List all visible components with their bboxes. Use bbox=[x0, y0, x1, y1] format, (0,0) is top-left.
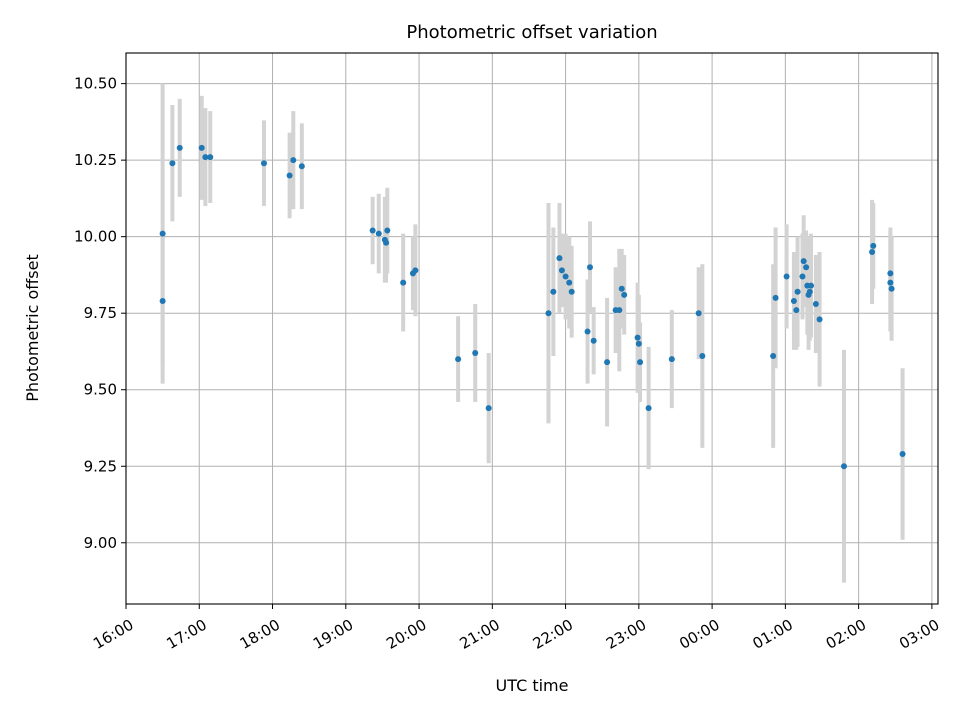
data-point bbox=[794, 288, 801, 295]
data-point bbox=[159, 230, 166, 237]
data-point bbox=[816, 316, 823, 323]
data-point bbox=[668, 356, 675, 363]
y-tick-label: 9.25 bbox=[84, 457, 117, 475]
data-point bbox=[616, 307, 623, 314]
data-point bbox=[887, 270, 894, 277]
data-point bbox=[899, 451, 906, 458]
data-point bbox=[375, 230, 382, 237]
y-tick-label: 9.75 bbox=[84, 304, 117, 322]
data-point bbox=[198, 144, 205, 151]
data-point bbox=[169, 160, 176, 167]
data-point bbox=[772, 294, 779, 301]
data-point bbox=[793, 307, 800, 314]
data-point bbox=[621, 291, 628, 298]
data-point bbox=[286, 172, 293, 179]
data-point bbox=[604, 359, 611, 366]
plot-area bbox=[126, 53, 938, 604]
data-point bbox=[485, 405, 492, 412]
data-point bbox=[176, 144, 183, 151]
data-point bbox=[455, 356, 462, 363]
x-axis-label: UTC time bbox=[496, 676, 569, 695]
data-point bbox=[400, 279, 407, 286]
data-point bbox=[840, 463, 847, 470]
data-point bbox=[800, 258, 807, 265]
y-tick-label: 10.50 bbox=[74, 75, 117, 93]
data-point bbox=[770, 353, 777, 360]
chart-title: Photometric offset variation bbox=[406, 22, 657, 43]
data-point bbox=[618, 285, 625, 292]
data-point bbox=[369, 227, 376, 234]
data-point bbox=[472, 349, 479, 356]
y-tick-label: 9.50 bbox=[84, 381, 117, 399]
data-point bbox=[888, 285, 895, 292]
data-point bbox=[383, 239, 390, 246]
plot-frame bbox=[125, 52, 939, 605]
data-point bbox=[384, 227, 391, 234]
data-point bbox=[568, 288, 575, 295]
data-point bbox=[550, 288, 557, 295]
data-point bbox=[645, 405, 652, 412]
data-point bbox=[808, 282, 815, 289]
y-tick-label: 10.00 bbox=[74, 228, 117, 246]
data-point bbox=[887, 279, 894, 286]
data-point bbox=[207, 154, 214, 161]
data-point bbox=[290, 157, 297, 164]
data-point bbox=[870, 242, 877, 249]
data-point bbox=[298, 163, 305, 170]
y-tick-label: 10.25 bbox=[74, 151, 117, 169]
data-point bbox=[695, 310, 702, 317]
data-point bbox=[812, 301, 819, 308]
data-point bbox=[412, 267, 419, 274]
data-point bbox=[545, 310, 552, 317]
data-point bbox=[562, 273, 569, 280]
y-axis-label: Photometric offset bbox=[23, 254, 42, 402]
data-point bbox=[566, 279, 573, 286]
data-point bbox=[803, 264, 810, 271]
data-point bbox=[159, 297, 166, 304]
data-point bbox=[587, 264, 593, 271]
data-point bbox=[783, 273, 790, 280]
data-point bbox=[790, 297, 797, 304]
data-point bbox=[799, 273, 806, 280]
data-point bbox=[202, 154, 209, 161]
y-tick-label: 9.00 bbox=[84, 534, 117, 552]
data-point bbox=[260, 160, 267, 167]
data-point bbox=[869, 248, 876, 255]
data-point bbox=[637, 359, 644, 366]
data-point bbox=[584, 328, 591, 335]
data-point bbox=[558, 267, 565, 274]
data-point bbox=[590, 337, 597, 344]
data-point bbox=[634, 334, 641, 341]
data-point bbox=[806, 288, 813, 295]
data-point bbox=[556, 255, 563, 262]
data-point bbox=[699, 353, 706, 360]
data-points bbox=[159, 144, 906, 470]
data-point bbox=[635, 340, 642, 347]
